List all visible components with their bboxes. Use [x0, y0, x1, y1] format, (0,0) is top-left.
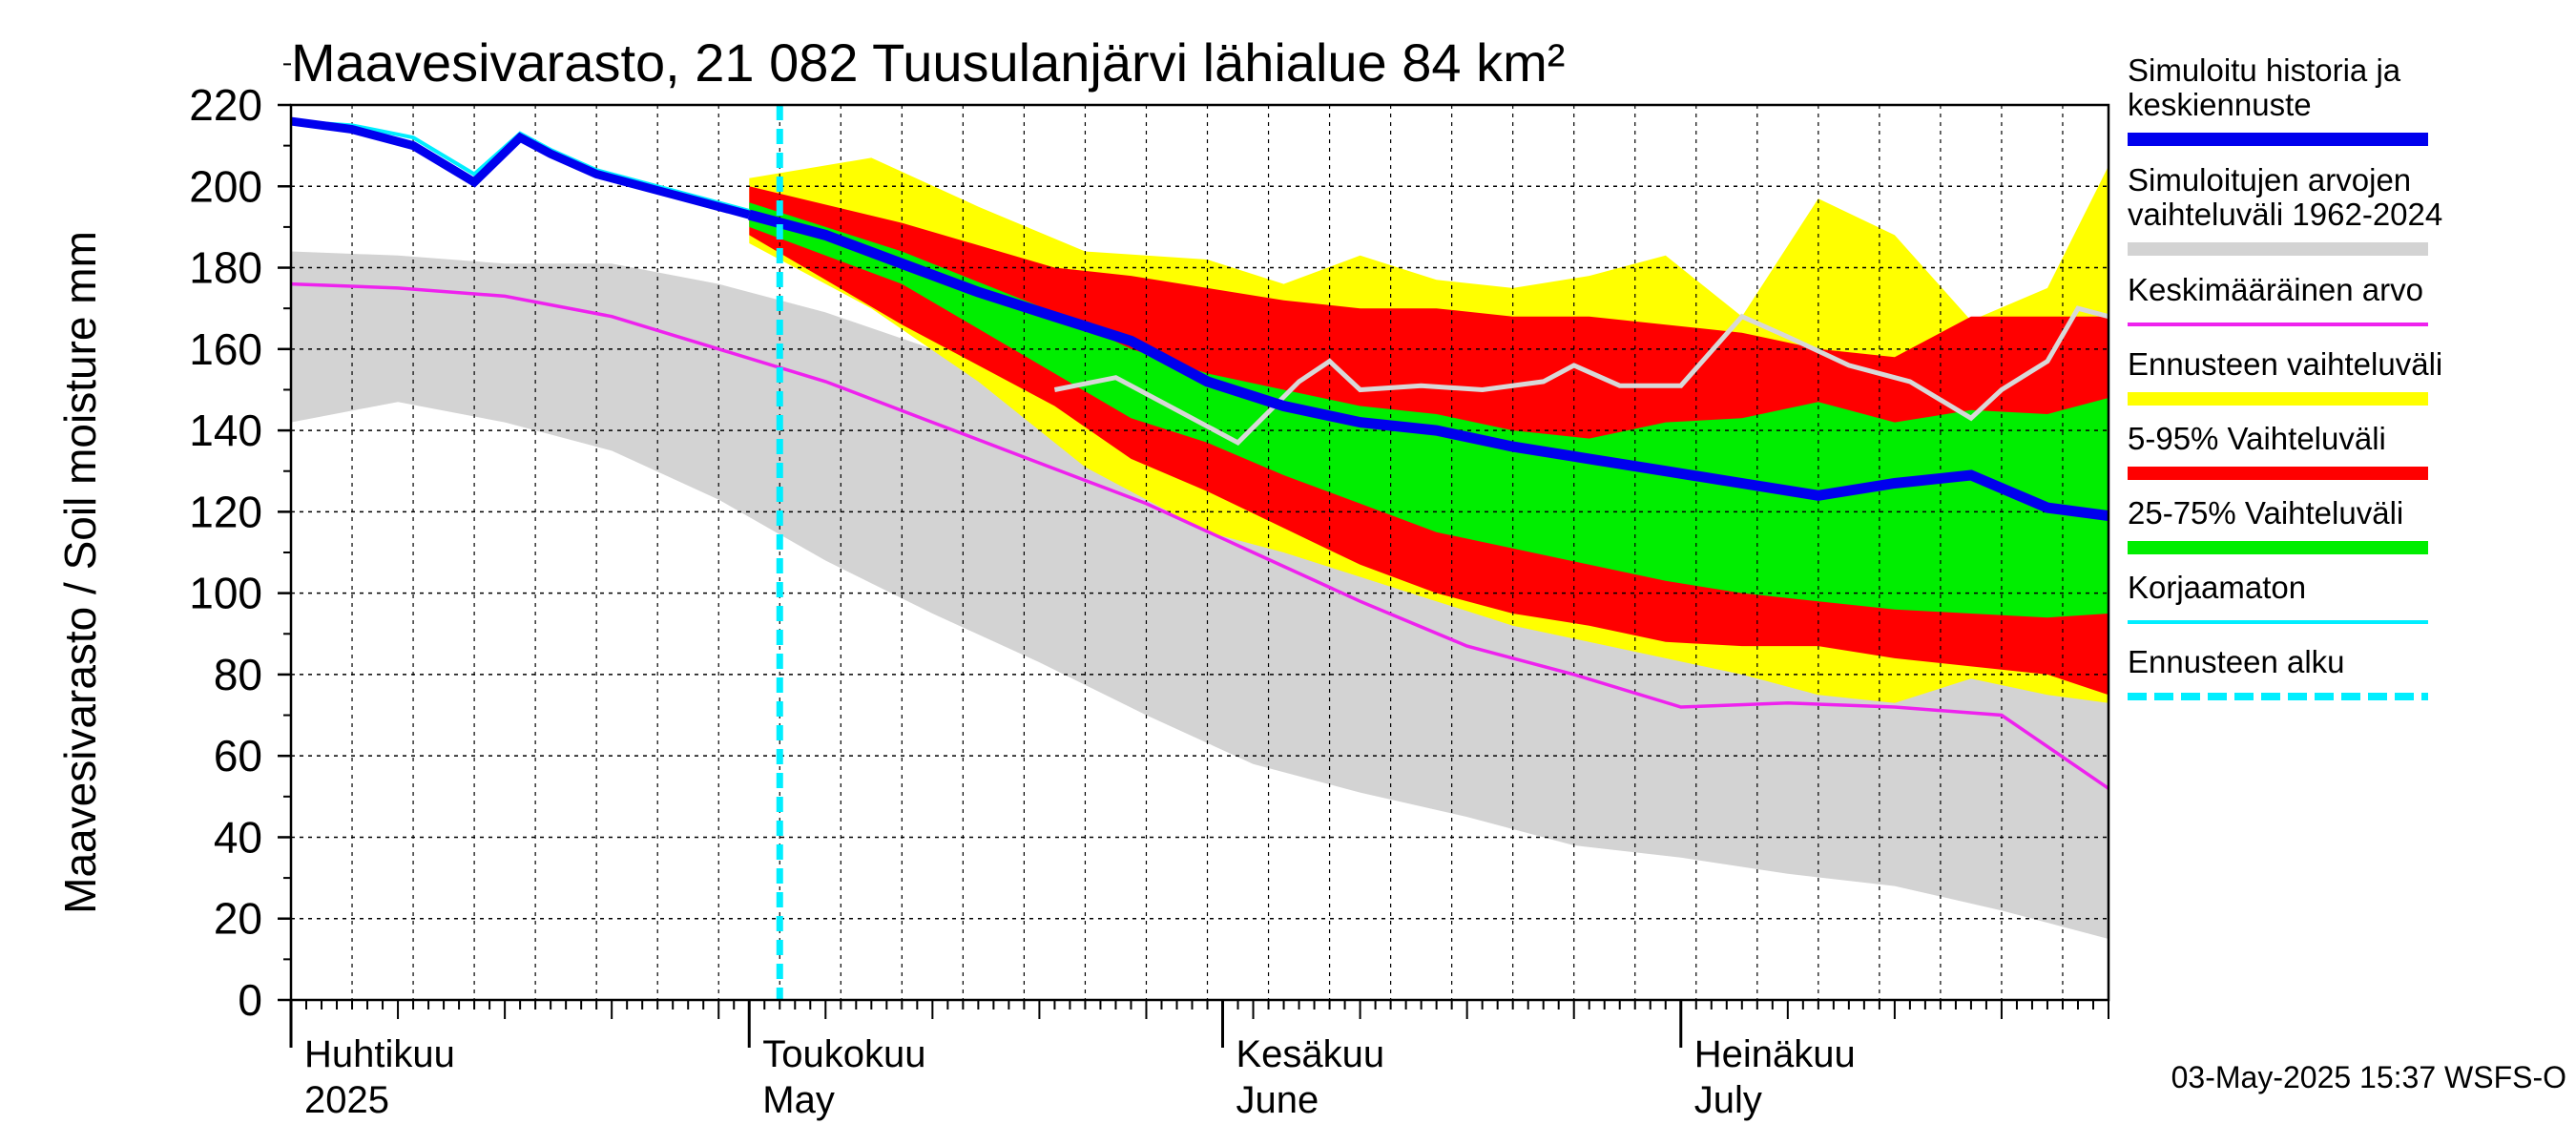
y-tick-label: 0: [238, 975, 262, 1025]
y-axis-label: Maavesivarasto / Soil moisture mm: [55, 231, 105, 914]
month-label: Kesäkuu: [1236, 1033, 1385, 1075]
y-tick-label: 160: [189, 324, 262, 374]
y-tick-label: 220: [189, 80, 262, 130]
month-sublabel: June: [1236, 1079, 1319, 1121]
axes: 0 20 40 60 80 100 120 140 160 180 200 220 Huhtikuu20…: [189, 63, 2110, 1121]
history-line: [290, 116, 751, 219]
legend-label: Korjaamaton: [2128, 570, 2306, 605]
plot-lines: [290, 105, 2109, 1000]
legend-label: Ennusteen alku: [2128, 644, 2345, 679]
month-label: Huhtikuu: [304, 1033, 455, 1075]
y-tick-label: 60: [214, 731, 262, 781]
y-tick-label: 180: [189, 243, 262, 293]
y-tick-label: 100: [189, 569, 262, 618]
month-label: Toukokuu: [762, 1033, 925, 1075]
y-tick-label: 20: [214, 894, 262, 944]
legend-label: 5-95% Vaihteluväli: [2128, 421, 2386, 456]
median-forecast-line: [747, 209, 2109, 522]
month-sublabel: 2025: [304, 1079, 389, 1121]
month-sublabel: May: [762, 1079, 835, 1121]
month-sublabel: July: [1694, 1079, 1762, 1121]
month-label: Heinäkuu: [1694, 1033, 1856, 1075]
y-tick-label: 40: [214, 812, 262, 862]
historical-range-band: [291, 251, 2109, 939]
plot-areas: [291, 157, 2109, 939]
y-tick-label: 120: [189, 487, 262, 536]
p25-p75-band: [749, 202, 2109, 618]
legend-label: Simuloitu historia ja: [2128, 52, 2401, 88]
legend-label: Keskimääräinen arvo: [2128, 272, 2423, 307]
y-tick-label: 200: [189, 161, 262, 211]
legend-label: Simuloitujen arvojen: [2128, 162, 2411, 198]
chart-title: Maavesivarasto, 21 082 Tuusulanjärvi läh…: [291, 32, 1565, 93]
y-tick-label: 140: [189, 406, 262, 455]
timestamp: 03-May-2025 15:37 WSFS-O: [2171, 1060, 2566, 1094]
legend-label: 25-75% Vaihteluväli: [2128, 495, 2403, 531]
legend-label: keskiennuste: [2128, 87, 2312, 122]
grey-ensemble-line: [1053, 305, 2109, 446]
y-tick-label: 80: [214, 650, 262, 699]
legend-label: vaihteluväli 1962-2024: [2128, 197, 2442, 232]
mean-line: [290, 281, 2109, 790]
legend-label: Ennusteen vaihteluväli: [2128, 346, 2442, 382]
